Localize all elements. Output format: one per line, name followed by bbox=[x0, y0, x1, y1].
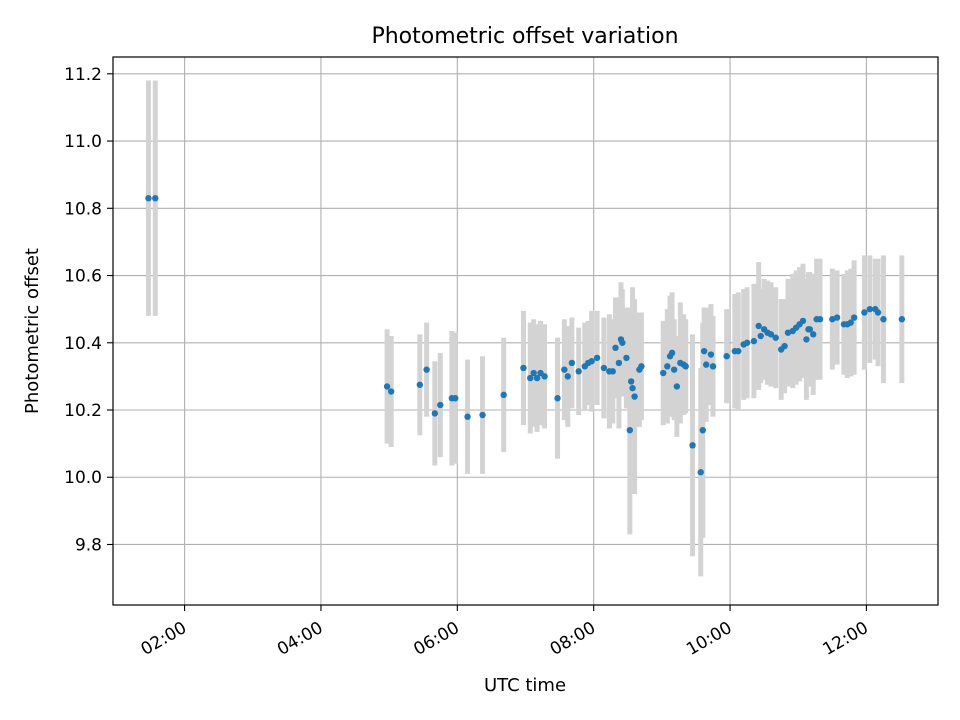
data-point bbox=[600, 364, 608, 372]
data-point bbox=[861, 309, 868, 316]
data-point bbox=[682, 363, 689, 370]
data-point bbox=[530, 369, 537, 377]
data-point bbox=[799, 317, 807, 325]
data-point bbox=[810, 331, 817, 338]
y-tick-label: 11.2 bbox=[64, 65, 102, 85]
data-point bbox=[527, 374, 534, 382]
data-point bbox=[561, 366, 568, 373]
data-point bbox=[626, 426, 634, 434]
y-tick-label: 10.6 bbox=[64, 267, 102, 287]
data-point bbox=[479, 411, 486, 419]
data-point bbox=[664, 363, 671, 370]
data-point bbox=[689, 442, 696, 449]
data-point bbox=[437, 401, 444, 409]
data-point bbox=[464, 413, 471, 420]
y-tick-label: 10.8 bbox=[64, 199, 102, 219]
data-point bbox=[880, 316, 887, 323]
data-point bbox=[568, 359, 576, 367]
data-point bbox=[816, 316, 824, 323]
data-point bbox=[709, 363, 717, 370]
data-point bbox=[423, 366, 430, 373]
data-point bbox=[874, 309, 882, 316]
data-point bbox=[781, 342, 788, 350]
data-point bbox=[772, 334, 779, 341]
data-point bbox=[660, 369, 667, 377]
data-point bbox=[673, 383, 681, 390]
data-point bbox=[564, 373, 571, 380]
data-point bbox=[631, 393, 638, 400]
data-point bbox=[702, 361, 710, 368]
data-point bbox=[866, 305, 874, 313]
data-point bbox=[803, 336, 810, 343]
data-point bbox=[575, 368, 582, 375]
data-point bbox=[541, 373, 548, 380]
data-point bbox=[533, 374, 541, 382]
data-point bbox=[615, 359, 623, 367]
data-point bbox=[750, 337, 758, 345]
data-point bbox=[416, 381, 424, 388]
data-point bbox=[670, 366, 678, 373]
data-point bbox=[383, 383, 391, 390]
data-point bbox=[699, 426, 706, 434]
data-point bbox=[767, 331, 775, 338]
data-point bbox=[847, 319, 854, 326]
data-points bbox=[145, 195, 906, 476]
data-point bbox=[757, 332, 764, 340]
data-point bbox=[387, 388, 395, 395]
y-tick-label: 9.8 bbox=[75, 535, 102, 555]
data-point bbox=[898, 316, 906, 323]
x-axis-label: UTC time bbox=[484, 675, 566, 696]
data-point bbox=[629, 384, 636, 392]
data-point bbox=[668, 349, 676, 357]
y-axis-label: Photometric offset bbox=[22, 248, 43, 414]
plot-frame bbox=[112, 56, 939, 606]
data-point bbox=[850, 314, 858, 321]
data-point bbox=[743, 339, 751, 346]
y-tick-label: 10.0 bbox=[64, 468, 102, 488]
data-point bbox=[520, 364, 527, 372]
data-point bbox=[152, 195, 159, 202]
chart-title: Photometric offset variation bbox=[371, 24, 678, 49]
data-point bbox=[431, 410, 439, 417]
y-tick-label: 11.0 bbox=[64, 132, 102, 152]
data-point bbox=[500, 391, 507, 399]
data-point bbox=[700, 347, 708, 355]
data-point bbox=[619, 339, 626, 346]
data-point bbox=[452, 395, 459, 402]
data-point bbox=[833, 314, 841, 321]
data-point bbox=[588, 358, 595, 365]
data-point bbox=[755, 322, 762, 330]
data-point bbox=[612, 344, 619, 352]
data-point bbox=[638, 363, 645, 370]
data-point bbox=[609, 368, 616, 375]
data-point bbox=[707, 351, 715, 358]
data-point bbox=[806, 326, 814, 333]
data-point bbox=[554, 395, 561, 402]
y-tick-label: 10.2 bbox=[64, 401, 102, 421]
data-point bbox=[623, 354, 630, 362]
data-point bbox=[697, 469, 704, 476]
data-point bbox=[723, 353, 730, 360]
data-point bbox=[145, 195, 152, 202]
data-point bbox=[735, 347, 742, 355]
y-tick-label: 10.4 bbox=[64, 334, 102, 354]
data-point bbox=[627, 378, 635, 385]
data-point bbox=[593, 354, 601, 362]
y-axis-ticks: 9.8 10.0 10.2 10.4 10.6 10.8 11.0 11.2 bbox=[64, 65, 113, 555]
